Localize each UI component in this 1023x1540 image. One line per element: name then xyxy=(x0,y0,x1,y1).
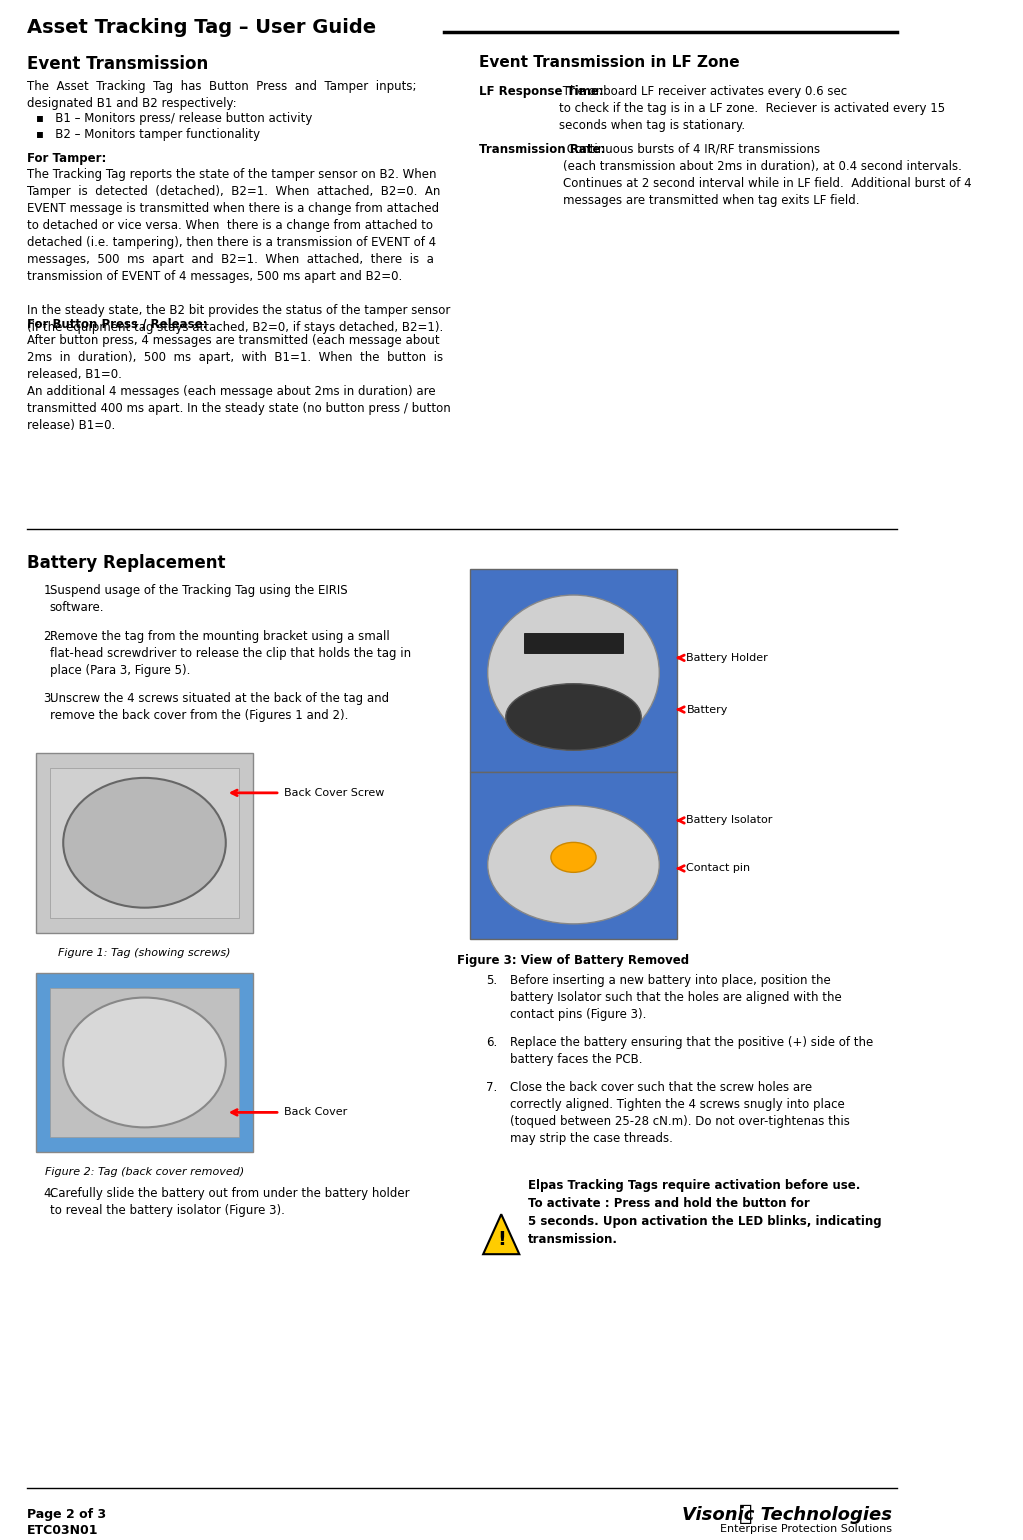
Text: Figure 1: Tag (showing screws): Figure 1: Tag (showing screws) xyxy=(58,947,231,958)
FancyBboxPatch shape xyxy=(36,973,253,1152)
Text: 7.: 7. xyxy=(486,1081,497,1095)
Text: The Tracking Tag reports the state of the tamper sensor on B2. When
Tamper  is  : The Tracking Tag reports the state of th… xyxy=(27,168,450,334)
Text: Battery Isolator: Battery Isolator xyxy=(686,815,772,825)
Text: Figure 2: Tag (back cover removed): Figure 2: Tag (back cover removed) xyxy=(45,1167,244,1177)
Text: Transmission Rate:: Transmission Rate: xyxy=(479,143,605,156)
Text: Page 2 of 3: Page 2 of 3 xyxy=(27,1508,106,1522)
Polygon shape xyxy=(483,1214,520,1254)
Text: 1.: 1. xyxy=(43,584,54,598)
Text: Before inserting a new battery into place, position the
battery Isolator such th: Before inserting a new battery into plac… xyxy=(510,973,842,1021)
Text: Close the back cover such that the screw holes are
correctly aligned. Tighten th: Close the back cover such that the screw… xyxy=(510,1081,850,1146)
Text: After button press, 4 messages are transmitted (each message about
2ms  in  dura: After button press, 4 messages are trans… xyxy=(27,334,451,431)
FancyBboxPatch shape xyxy=(524,633,623,653)
Text: Event Transmission in LF Zone: Event Transmission in LF Zone xyxy=(479,55,740,69)
Text: Enterprise Protection Solutions: Enterprise Protection Solutions xyxy=(720,1523,892,1534)
Text: Figure 3: View of Battery Removed: Figure 3: View of Battery Removed xyxy=(457,953,690,967)
Text: The onboard LF receiver activates every 0.6 sec
to check if the tag is in a LF z: The onboard LF receiver activates every … xyxy=(559,85,944,132)
Text: Battery Holder: Battery Holder xyxy=(686,653,768,662)
Text: Suspend usage of the Tracking Tag using the EIRIS
software.: Suspend usage of the Tracking Tag using … xyxy=(50,584,347,614)
FancyBboxPatch shape xyxy=(50,987,239,1138)
Text: Battery Replacement: Battery Replacement xyxy=(27,554,226,573)
Text: Battery: Battery xyxy=(686,705,727,715)
Text: Replace the battery ensuring that the positive (+) side of the
battery faces the: Replace the battery ensuring that the po… xyxy=(510,1035,874,1066)
Ellipse shape xyxy=(505,684,641,750)
Text: ETC03N01: ETC03N01 xyxy=(27,1523,98,1537)
Text: 2.: 2. xyxy=(43,630,54,644)
FancyBboxPatch shape xyxy=(36,753,253,933)
Text: Visonic Technologies: Visonic Technologies xyxy=(682,1506,892,1523)
Text: Continuous bursts of 4 IR/RF transmissions
(each transmission about 2ms in durat: Continuous bursts of 4 IR/RF transmissio… xyxy=(564,143,972,206)
Text: ▪   B2 – Monitors tamper functionality: ▪ B2 – Monitors tamper functionality xyxy=(36,128,260,140)
Text: Contact pin: Contact pin xyxy=(686,864,751,873)
Text: Remove the tag from the mounting bracket using a small
flat-head screwdriver to : Remove the tag from the mounting bracket… xyxy=(50,630,411,678)
Text: Asset Tracking Tag – User Guide: Asset Tracking Tag – User Guide xyxy=(27,18,376,37)
FancyBboxPatch shape xyxy=(50,768,239,918)
Ellipse shape xyxy=(488,594,659,750)
Text: The  Asset  Tracking  Tag  has  Button  Press  and  Tamper  inputs;
designated B: The Asset Tracking Tag has Button Press … xyxy=(27,80,416,109)
Text: !: ! xyxy=(497,1230,505,1249)
FancyBboxPatch shape xyxy=(470,773,677,939)
Text: For Button Press / Release:: For Button Press / Release: xyxy=(27,317,208,331)
Text: Back Cover: Back Cover xyxy=(284,1107,348,1118)
Text: 5.: 5. xyxy=(486,973,497,987)
Ellipse shape xyxy=(488,805,659,924)
Text: LF Response Time:: LF Response Time: xyxy=(479,85,604,99)
Text: 3.: 3. xyxy=(43,691,54,705)
Text: 6.: 6. xyxy=(486,1035,497,1049)
Text: 4.: 4. xyxy=(43,1187,54,1200)
Text: Back Cover Screw: Back Cover Screw xyxy=(284,788,385,798)
Ellipse shape xyxy=(63,778,226,907)
Text: Unscrew the 4 screws situated at the back of the tag and
remove the back cover f: Unscrew the 4 screws situated at the bac… xyxy=(50,691,389,722)
Ellipse shape xyxy=(63,998,226,1127)
Text: ⓔ: ⓔ xyxy=(739,1505,752,1523)
Text: ▪   B1 – Monitors press/ release button activity: ▪ B1 – Monitors press/ release button ac… xyxy=(36,112,312,125)
Text: Elpas Tracking Tags require activation before use.
To activate : Press and hold : Elpas Tracking Tags require activation b… xyxy=(528,1180,882,1246)
Text: Event Transmission: Event Transmission xyxy=(27,55,209,72)
Text: For Tamper:: For Tamper: xyxy=(27,152,106,165)
Text: Carefully slide the battery out from under the battery holder
to reveal the batt: Carefully slide the battery out from und… xyxy=(50,1187,409,1217)
Ellipse shape xyxy=(551,842,596,872)
FancyBboxPatch shape xyxy=(470,570,677,773)
